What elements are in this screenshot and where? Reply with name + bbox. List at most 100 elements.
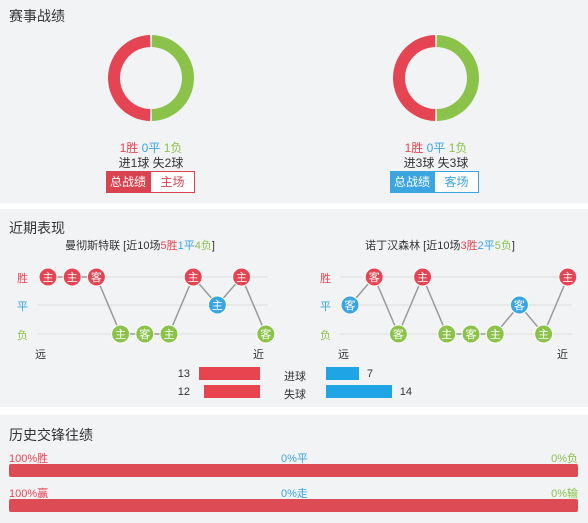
left-win-count: 1胜 xyxy=(119,141,139,155)
left-match-marker xyxy=(207,295,227,315)
left-tab-overall[interactable]: 总战绩 xyxy=(106,171,150,193)
right-record-summary: 1胜 0平 1负 xyxy=(336,139,536,156)
history-cover-lose-pct: 0%输 xyxy=(551,488,578,500)
right-recent-wins: 3胜 xyxy=(460,240,478,252)
left-match-marker xyxy=(38,267,58,287)
left-donut-win-slice xyxy=(108,35,151,121)
right-axis-lose: 负 xyxy=(320,330,331,342)
left-match-point[interactable]: 主 xyxy=(183,267,203,287)
history-title: 历史交锋往绩 xyxy=(9,427,93,443)
right-trend-line xyxy=(349,275,569,336)
left-match-point[interactable]: 主 xyxy=(159,324,179,344)
left-match-point[interactable]: 客 xyxy=(86,267,106,287)
left-record-tabs: 总战绩 主场 xyxy=(106,171,195,193)
right-axis-draw: 平 xyxy=(320,301,331,313)
left-summary-prefix: [近10场 xyxy=(120,240,161,252)
left-recent-trend-chart: 主主客主客主主主主客 xyxy=(38,267,276,344)
left-lose-count: 1负 xyxy=(163,141,183,155)
left-record-donut xyxy=(108,35,194,121)
recent-section: 近期表现 曼彻斯特联 [近10场5胜1平4负] 诺丁汉森林 [近10场3胜2平5… xyxy=(0,209,588,407)
left-recent-wins: 5胜 xyxy=(160,240,178,252)
right-match-marker xyxy=(364,267,384,287)
history-cover-win-pct: 100%赢 xyxy=(9,488,49,500)
left-match-marker xyxy=(232,267,252,287)
right-match-point[interactable]: 主 xyxy=(534,324,554,344)
history-cover-push-pct: 0%走 xyxy=(281,488,308,500)
left-axis-far: 远 xyxy=(35,349,46,361)
left-match-point[interactable]: 主 xyxy=(62,267,82,287)
left-donut-lose-slice xyxy=(151,35,194,121)
right-recent-trend-chart: 客客客主主客主客主主 xyxy=(340,267,578,344)
history-result-bar xyxy=(9,464,578,477)
right-goals-scored-value: 7 xyxy=(366,368,374,380)
left-axis-draw: 平 xyxy=(17,301,28,313)
left-match-marker xyxy=(159,324,179,344)
left-goals-scored-bar xyxy=(198,367,260,380)
left-match-venue: 主 xyxy=(115,328,126,341)
right-team-name: 诺丁汉森林 xyxy=(365,240,421,252)
right-match-point[interactable]: 客 xyxy=(340,295,360,315)
left-match-point[interactable]: 主 xyxy=(111,324,131,344)
left-match-venue: 主 xyxy=(236,271,247,284)
right-match-marker xyxy=(388,324,408,344)
right-goals-conceded-bar xyxy=(326,385,392,398)
right-match-point[interactable]: 客 xyxy=(461,324,481,344)
right-recent-draws: 2平 xyxy=(477,240,495,252)
right-donut-lose-slice xyxy=(436,35,479,121)
left-recent-losses: 4负 xyxy=(194,240,212,252)
right-match-point[interactable]: 客 xyxy=(509,295,529,315)
left-goals-scored-value: 13 xyxy=(177,368,190,380)
left-match-marker xyxy=(62,267,82,287)
right-goals-conceded-value: 14 xyxy=(399,386,413,398)
right-summary-prefix: [近10场 xyxy=(420,240,461,252)
right-recent-losses: 5负 xyxy=(494,240,512,252)
right-recent-heading: 诺丁汉森林 [近10场3胜2平5负] xyxy=(320,237,560,253)
right-match-marker xyxy=(485,324,505,344)
left-match-marker xyxy=(135,324,155,344)
right-match-point[interactable]: 客 xyxy=(364,267,384,287)
left-match-venue: 客 xyxy=(139,327,150,341)
right-tab-overall[interactable]: 总战绩 xyxy=(390,171,434,193)
left-match-point[interactable]: 主 xyxy=(232,267,252,287)
left-match-point[interactable]: 客 xyxy=(135,324,155,344)
left-summary-suffix: ] xyxy=(211,240,215,252)
left-axis-near: 近 xyxy=(253,349,264,361)
left-team-name: 曼彻斯特联 xyxy=(65,240,121,252)
right-match-venue: 主 xyxy=(538,328,549,341)
left-match-point[interactable]: 客 xyxy=(256,324,276,344)
right-match-point[interactable]: 主 xyxy=(558,267,578,287)
history-section: 历史交锋往绩 100%胜 0%平 0%负 100%赢 0%走 0%输 xyxy=(0,415,588,523)
left-match-venue: 主 xyxy=(212,299,223,312)
left-match-marker xyxy=(111,324,131,344)
right-match-point[interactable]: 主 xyxy=(413,267,433,287)
left-match-venue: 主 xyxy=(164,328,175,341)
right-draw-count: 0平 xyxy=(426,141,446,155)
right-summary-suffix: ] xyxy=(511,240,515,252)
right-match-marker xyxy=(509,295,529,315)
left-match-venue: 主 xyxy=(67,271,78,284)
left-match-marker xyxy=(183,267,203,287)
left-match-point[interactable]: 主 xyxy=(207,295,227,315)
left-recent-draws: 1平 xyxy=(177,240,195,252)
right-tab-away[interactable]: 客场 xyxy=(434,171,479,193)
left-tab-home[interactable]: 主场 xyxy=(150,171,195,193)
right-lose-count: 1负 xyxy=(448,141,468,155)
left-match-point[interactable]: 主 xyxy=(38,267,58,287)
left-match-venue: 主 xyxy=(188,271,199,284)
right-donut-win-slice xyxy=(393,35,436,121)
right-match-venue: 主 xyxy=(417,271,428,284)
left-axis-lose: 负 xyxy=(17,330,28,342)
left-record-summary: 1胜 0平 1负 xyxy=(51,139,251,156)
right-match-point[interactable]: 客 xyxy=(388,324,408,344)
right-match-point[interactable]: 主 xyxy=(437,324,457,344)
left-trend-line xyxy=(48,275,267,335)
record-section: 赛事战绩 1胜 0平 1负 进1球 失2球 总战绩 主场 1胜 0平 1负 进3… xyxy=(0,0,588,203)
right-match-venue: 主 xyxy=(562,271,573,284)
record-title: 赛事战绩 xyxy=(9,8,65,24)
right-match-venue: 客 xyxy=(466,327,477,341)
history-cover-bar xyxy=(9,499,578,512)
right-match-venue: 主 xyxy=(490,328,501,341)
right-match-point[interactable]: 主 xyxy=(485,324,505,344)
left-match-marker xyxy=(256,324,276,344)
right-match-marker xyxy=(340,295,360,315)
